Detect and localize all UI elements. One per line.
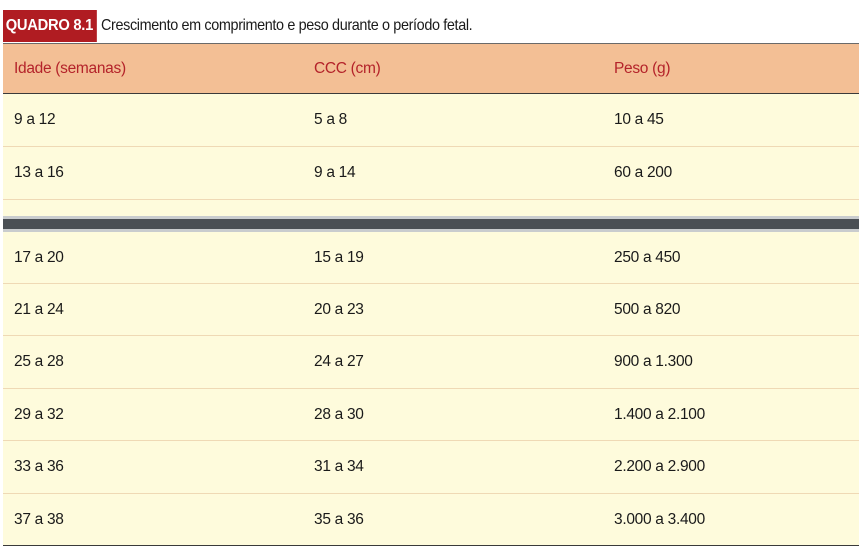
cell-crl: 31 a 34: [314, 458, 364, 475]
growth-table: Idade (semanas) CCC (cm) Peso (g) 9 a 12…: [3, 43, 859, 546]
cell-weight: 250 a 450: [614, 248, 681, 266]
cell-crl: 9 a 14: [314, 164, 356, 181]
table-row: 13 a 16 9 a 14 60 a 200: [3, 147, 859, 200]
cell-age: 29 a 32: [14, 405, 64, 423]
cell-age: 25 a 28: [14, 353, 64, 370]
cell-age: 13 a 16: [14, 164, 64, 181]
cell-age: 21 a 24: [14, 300, 64, 318]
cell-weight: 10 a 45: [614, 111, 664, 128]
cell-weight: 500 a 820: [614, 300, 681, 318]
table-row: 29 a 32 28 a 30 1.400 a 2.100: [3, 389, 859, 441]
table-header-row: Idade (semanas) CCC (cm) Peso (g): [3, 43, 859, 94]
cell-weight: 1.400 a 2.100: [614, 405, 705, 423]
cell-weight: 60 a 200: [614, 164, 672, 181]
cell-age: 9 a 12: [14, 111, 56, 128]
table-row: 9 a 12 5 a 8 10 a 45: [3, 94, 859, 147]
header-weight: Peso (g): [614, 59, 671, 77]
page-break-divider: [3, 216, 859, 232]
table-title: Crescimento em comprimento e peso durant…: [100, 17, 473, 34]
cell-crl: 24 a 27: [314, 353, 364, 370]
cell-age: 33 a 36: [14, 458, 64, 475]
cell-crl: 15 a 19: [314, 248, 364, 266]
table-caption: QUADRO 8.1 Crescimento em comprimento e …: [3, 10, 513, 42]
cell-crl: 35 a 36: [314, 510, 364, 528]
table-row: 21 a 24 20 a 23 500 a 820: [3, 284, 859, 336]
header-age: Idade (semanas): [14, 59, 126, 77]
cell-crl: 5 a 8: [314, 111, 347, 128]
table-row: 37 a 38 35 a 36 3.000 a 3.400: [3, 494, 859, 546]
table-row-spacer: [3, 200, 859, 216]
cell-crl: 28 a 30: [314, 405, 364, 423]
table-number-badge: QUADRO 8.1: [3, 10, 97, 42]
table-row: 17 a 20 15 a 19 250 a 450: [3, 232, 859, 284]
cell-age: 37 a 38: [14, 510, 64, 528]
table-row: 25 a 28 24 a 27 900 a 1.300: [3, 336, 859, 389]
cell-weight: 900 a 1.300: [614, 353, 693, 370]
cell-weight: 3.000 a 3.400: [614, 510, 705, 528]
cell-weight: 2.200 a 2.900: [614, 458, 705, 475]
cell-age: 17 a 20: [14, 248, 64, 266]
cell-crl: 20 a 23: [314, 300, 364, 318]
header-crl: CCC (cm): [314, 59, 381, 77]
table-row: 33 a 36 31 a 34 2.200 a 2.900: [3, 441, 859, 494]
